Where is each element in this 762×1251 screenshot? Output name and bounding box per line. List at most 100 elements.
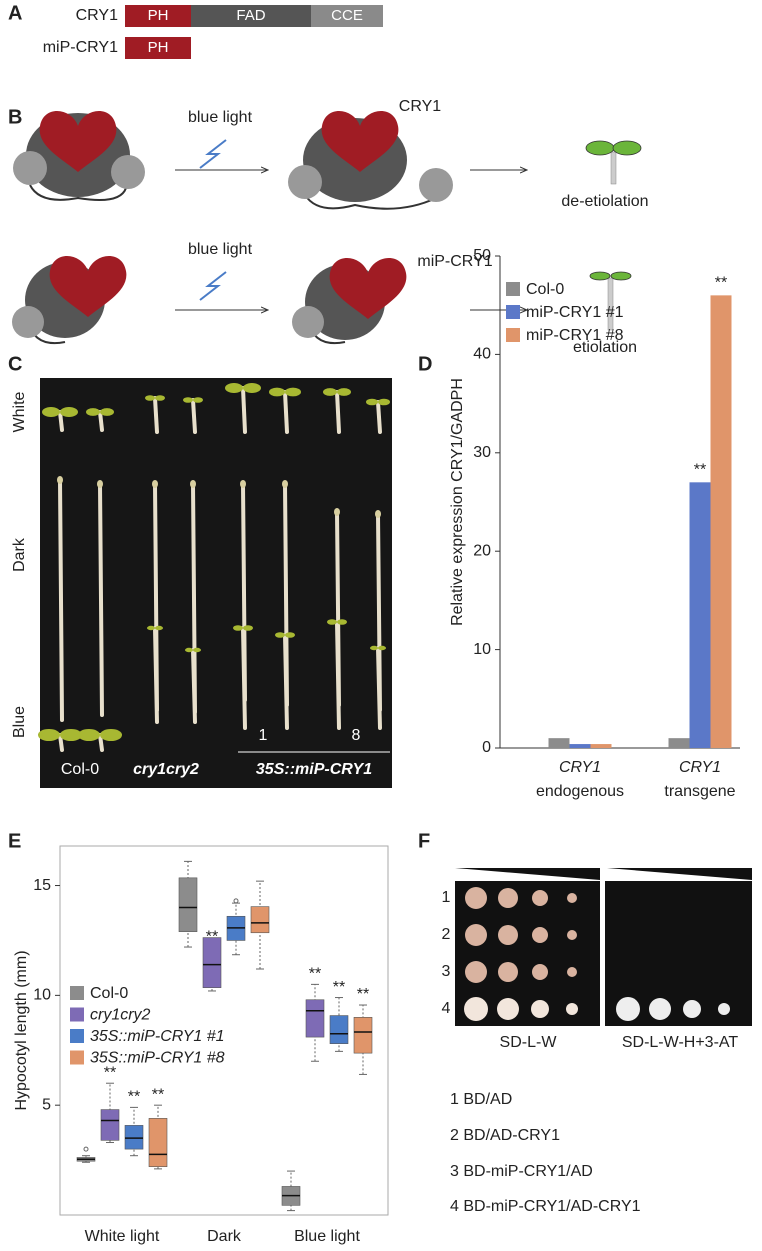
- significance: **: [206, 928, 218, 945]
- legend-swatch: [70, 986, 84, 1000]
- outcome: de-etiolation: [561, 193, 648, 210]
- medium-label: SD-L-W-H+3-AT: [622, 1034, 739, 1051]
- line-number: 8: [352, 727, 361, 744]
- row-label: 2: [442, 926, 451, 943]
- cotyledon: [147, 625, 155, 631]
- cotyledon: [323, 388, 337, 396]
- cotyledon: [78, 728, 100, 742]
- key-item: 3 BD-miP-CRY1/AD: [450, 1163, 593, 1180]
- colony: [649, 998, 671, 1020]
- colony: [497, 998, 519, 1020]
- colony: [465, 961, 487, 983]
- light-icon: [199, 139, 227, 169]
- legend-label: miP-CRY1 #8: [526, 327, 624, 344]
- cotyledon: [275, 632, 285, 638]
- medium-label: SD-L-W: [500, 1034, 558, 1051]
- x-tick-label: CRY1: [679, 759, 721, 776]
- significance: **: [715, 275, 727, 292]
- hypocotyl: [153, 396, 159, 434]
- significance: **: [333, 979, 345, 996]
- protein-label: miP-CRY1: [43, 39, 118, 56]
- hook: [57, 476, 63, 484]
- hook: [190, 480, 196, 488]
- colony: [531, 1000, 549, 1018]
- dilution-wedge: [455, 868, 600, 880]
- colony: [465, 924, 487, 946]
- y-axis-label: Relative expression CRY1/GADPH: [449, 378, 466, 626]
- hypocotyl: [153, 626, 159, 724]
- x-tick-sublabel: transgene: [664, 783, 735, 800]
- significance: **: [104, 1064, 116, 1081]
- legend-swatch: [506, 305, 520, 319]
- y-tick-label: 10: [473, 641, 491, 658]
- legend-swatch: [70, 1050, 84, 1065]
- domain: [311, 5, 383, 27]
- hook: [375, 510, 381, 518]
- x-tick-label: Blue light: [294, 1228, 360, 1245]
- significance: **: [152, 1086, 164, 1103]
- panel-letter: D: [418, 353, 432, 375]
- colony: [616, 997, 640, 1021]
- panel-letter: A: [8, 2, 22, 24]
- hypocotyl: [335, 620, 341, 730]
- row-label: 3: [442, 963, 451, 980]
- outlier: [233, 898, 239, 904]
- hypocotyl: [58, 478, 64, 722]
- hypocotyl: [335, 390, 341, 434]
- cotyledon: [100, 728, 122, 742]
- hypocotyl: [283, 390, 289, 434]
- cotyledon: [42, 407, 60, 417]
- box: [329, 1015, 349, 1044]
- domain-label: FAD: [236, 7, 265, 24]
- colony: [498, 888, 518, 908]
- hypocotyl: [191, 648, 197, 724]
- hypocotyl: [191, 398, 197, 434]
- colony: [464, 997, 488, 1021]
- protein: CRY1: [399, 98, 441, 115]
- mip-cry1-complex: [12, 255, 127, 344]
- legend-swatch: [70, 1029, 84, 1043]
- legend-swatch: [506, 328, 520, 342]
- legend-label: cry1cry2: [90, 1007, 151, 1024]
- cotyledon: [285, 387, 301, 397]
- hypocotyl: [283, 633, 289, 730]
- light-icon: [199, 271, 227, 301]
- cotyledon: [225, 383, 243, 393]
- x-tick-label: White light: [85, 1228, 160, 1245]
- colony: [532, 890, 548, 906]
- domain-label: PH: [148, 39, 169, 56]
- x-tick-label: CRY1: [559, 759, 601, 776]
- cotyledon: [193, 647, 201, 653]
- hook: [152, 480, 158, 488]
- cotyledon: [145, 395, 155, 401]
- hook: [282, 480, 288, 488]
- colony: [498, 962, 518, 982]
- x-tick-sublabel: endogenous: [536, 783, 624, 800]
- colony: [567, 967, 577, 977]
- outcome: etiolation: [573, 339, 637, 356]
- legend-swatch: [70, 1007, 84, 1022]
- seedling: [585, 140, 642, 185]
- significance: **: [309, 966, 321, 983]
- cotyledon: [269, 387, 285, 397]
- cotyledon: [60, 728, 82, 742]
- cotyledon: [243, 383, 261, 393]
- cotyledon: [86, 408, 100, 416]
- box: [250, 906, 270, 934]
- seedling: [589, 271, 632, 331]
- cotyledon: [155, 625, 163, 631]
- box: [100, 1109, 120, 1141]
- significance: **: [694, 462, 706, 479]
- stimulus: blue light: [188, 241, 253, 258]
- condition: White: [11, 391, 28, 432]
- box: [148, 1118, 168, 1167]
- y-tick-label: 30: [473, 444, 491, 461]
- genotype: 35S::miP-CRY1: [256, 761, 372, 778]
- dilution-wedge: [607, 868, 752, 880]
- protein-label: CRY1: [76, 7, 118, 24]
- bar: [710, 295, 732, 748]
- bar: [689, 482, 711, 748]
- plot-frame: [59, 845, 389, 1216]
- key-item: 1 BD/AD: [450, 1091, 512, 1108]
- box: [353, 1017, 373, 1054]
